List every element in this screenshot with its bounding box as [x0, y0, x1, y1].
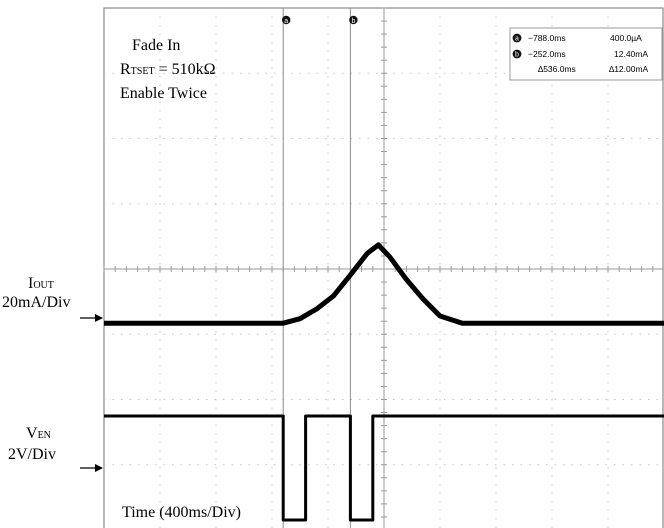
readout-marker-letter: a — [515, 36, 519, 43]
rtset-annotation: RTSET = 510kΩ — [120, 60, 215, 82]
readout-delta-value: ∆12.00mA — [609, 64, 649, 74]
cursor-marker-letter: a — [284, 18, 288, 25]
readout-b-value: 12.40mA — [614, 49, 649, 59]
rtset-value: = 510kΩ — [154, 61, 216, 78]
ven-symbol: V — [26, 425, 38, 442]
rtset-symbol: R — [120, 61, 131, 78]
iout-scale-label: 20mA/Div — [2, 294, 71, 311]
readout-delta-time: ∆536.0ms — [538, 64, 576, 74]
ven-trace — [104, 414, 664, 522]
cursor-marker-letter: b — [351, 18, 355, 25]
iout-channel-label: IOUT — [28, 274, 54, 296]
readout-a-value: 400.0µA — [610, 33, 642, 43]
time-axis-label: Time (400ms/Div) — [122, 504, 241, 521]
cursor-marker — [282, 15, 291, 25]
iout-subscript: OUT — [33, 280, 54, 291]
readout-a-time: −788.0ms — [528, 33, 566, 43]
ven-scale-label: 2V/Div — [8, 446, 56, 463]
iout-trace — [104, 242, 664, 326]
title-enable-twice: Enable Twice — [120, 85, 207, 102]
title-fade-in: Fade In — [132, 37, 181, 54]
cursor-marker — [349, 15, 358, 25]
iout-symbol: I — [28, 275, 34, 292]
readout-marker — [512, 49, 522, 59]
readout-marker-letter: b — [515, 52, 519, 59]
ven-channel-label: VEN — [26, 424, 51, 446]
ven-ground-arrowhead — [95, 464, 103, 472]
cursor-readout-box — [509, 27, 663, 81]
readout-b-time: −252.0ms — [528, 49, 566, 59]
rtset-subscript: TSET — [130, 66, 155, 77]
ven-subscript: EN — [37, 430, 51, 441]
readout-marker — [512, 33, 522, 43]
iout-ground-arrowhead — [95, 314, 103, 322]
